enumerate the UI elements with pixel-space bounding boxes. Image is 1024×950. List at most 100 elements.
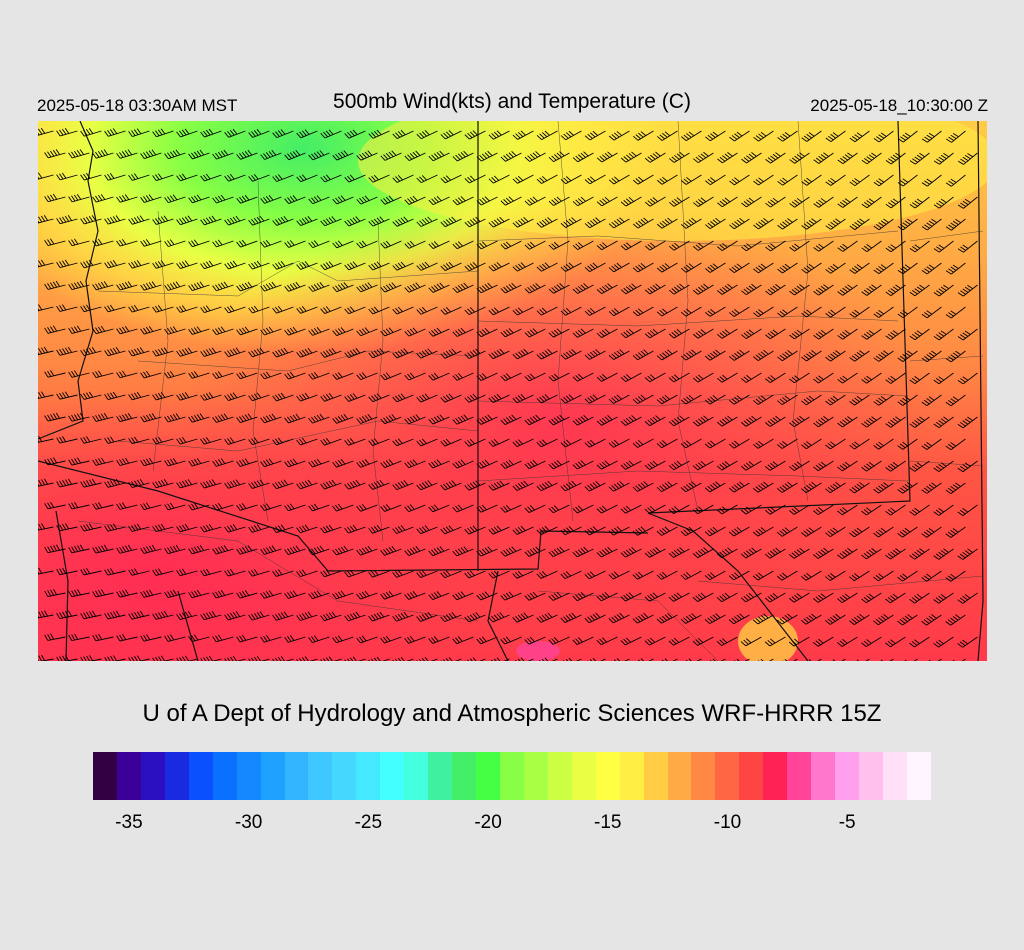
wind-barb (164, 149, 186, 160)
wind-barb (464, 306, 486, 316)
wind-barb (368, 129, 390, 139)
wind-barb (825, 130, 846, 142)
wind-barb (909, 240, 930, 253)
county-line (117, 420, 479, 452)
wind-barb (104, 436, 126, 444)
wind-barb (416, 306, 438, 315)
wind-barb (152, 436, 174, 445)
wind-barb (704, 306, 726, 317)
wind-barb (849, 306, 870, 318)
wind-barb (764, 460, 786, 471)
wind-barb (897, 350, 918, 362)
wind-barb (476, 504, 498, 513)
wind-barb (296, 347, 318, 358)
wind-barb (596, 196, 618, 207)
wind-barb (116, 194, 138, 203)
wind-barb (909, 416, 930, 428)
wind-barb (596, 283, 618, 295)
wind-barb (548, 372, 570, 382)
wind-barb (176, 347, 198, 357)
wind-barb (608, 349, 630, 360)
wind-barb (945, 218, 966, 231)
wind-barb (957, 504, 978, 516)
colorbar-tick-label: -35 (115, 812, 143, 833)
wind-barb (728, 394, 750, 405)
wind-barb (116, 544, 138, 554)
wind-barb (705, 130, 726, 142)
wind-barb (933, 284, 954, 297)
wind-barb (128, 260, 150, 269)
colorbar-tick-label: -10 (713, 812, 742, 833)
wind-barb (921, 526, 942, 538)
wind-barb (789, 196, 810, 208)
wind-barb (236, 281, 258, 292)
wind-barb (945, 174, 966, 187)
wind-barb (837, 196, 858, 208)
wind-barb (476, 546, 498, 557)
wind-barb (801, 306, 822, 318)
wind-barb (681, 130, 702, 142)
wind-barb (404, 195, 426, 205)
wind-barb (236, 545, 258, 555)
wind-barb (837, 416, 858, 428)
wind-barb (945, 526, 966, 538)
wind-barb (284, 503, 306, 512)
wind-barb (260, 371, 282, 380)
wind-barb (308, 195, 330, 205)
wind-barb (741, 283, 762, 296)
wind-barb (620, 592, 642, 602)
wind-barb (500, 459, 522, 469)
wind-barb (356, 545, 378, 556)
wind-barb (512, 438, 534, 448)
wind-barb (104, 128, 126, 137)
wind-barb (272, 611, 294, 621)
wind-barb (308, 545, 330, 556)
wind-barb (200, 479, 222, 489)
wind-barb (488, 525, 510, 535)
wind-barb (92, 194, 114, 203)
wind-barb (404, 414, 426, 425)
wind-barb (104, 568, 126, 576)
wind-barb (200, 128, 222, 138)
wind-barb (38, 214, 54, 224)
wind-barb (878, 658, 894, 661)
wind-barb (92, 281, 114, 291)
wind-barb (704, 526, 726, 537)
wind-barb (560, 570, 582, 580)
wind-barb (813, 547, 834, 559)
wind-barb (296, 129, 318, 139)
wind-barb (308, 240, 330, 249)
wind-barb (464, 438, 486, 447)
wind-barb (548, 196, 570, 206)
wind-barb (873, 306, 894, 318)
wind-barb (849, 526, 870, 538)
wind-barb (368, 216, 390, 227)
wind-barb (38, 478, 54, 488)
wind-barb (380, 635, 402, 644)
wind-barb (284, 195, 306, 204)
wind-barb (704, 394, 726, 405)
wind-barb (777, 349, 798, 362)
wind-barb (116, 325, 138, 335)
wind-barb (212, 194, 234, 204)
wind-barb (200, 215, 222, 226)
county-line (372, 220, 384, 542)
wind-barb (644, 240, 666, 251)
wind-barb (560, 394, 582, 404)
wind-barb (801, 394, 822, 406)
wind-barb (104, 260, 126, 269)
colorbar-swatch (882, 752, 907, 800)
wind-barb (308, 150, 330, 161)
wind-barb (933, 152, 954, 165)
wind-barb (392, 348, 414, 359)
wind-barb (356, 635, 378, 644)
wind-barb (380, 545, 402, 556)
wind-barb (404, 372, 426, 381)
wind-barb (440, 130, 462, 140)
wind-barb (38, 304, 54, 312)
wind-barb (909, 460, 930, 472)
wind-barb (560, 262, 582, 272)
wind-barb (44, 412, 66, 422)
wind-barb (332, 458, 354, 468)
wind-barb (957, 416, 978, 429)
